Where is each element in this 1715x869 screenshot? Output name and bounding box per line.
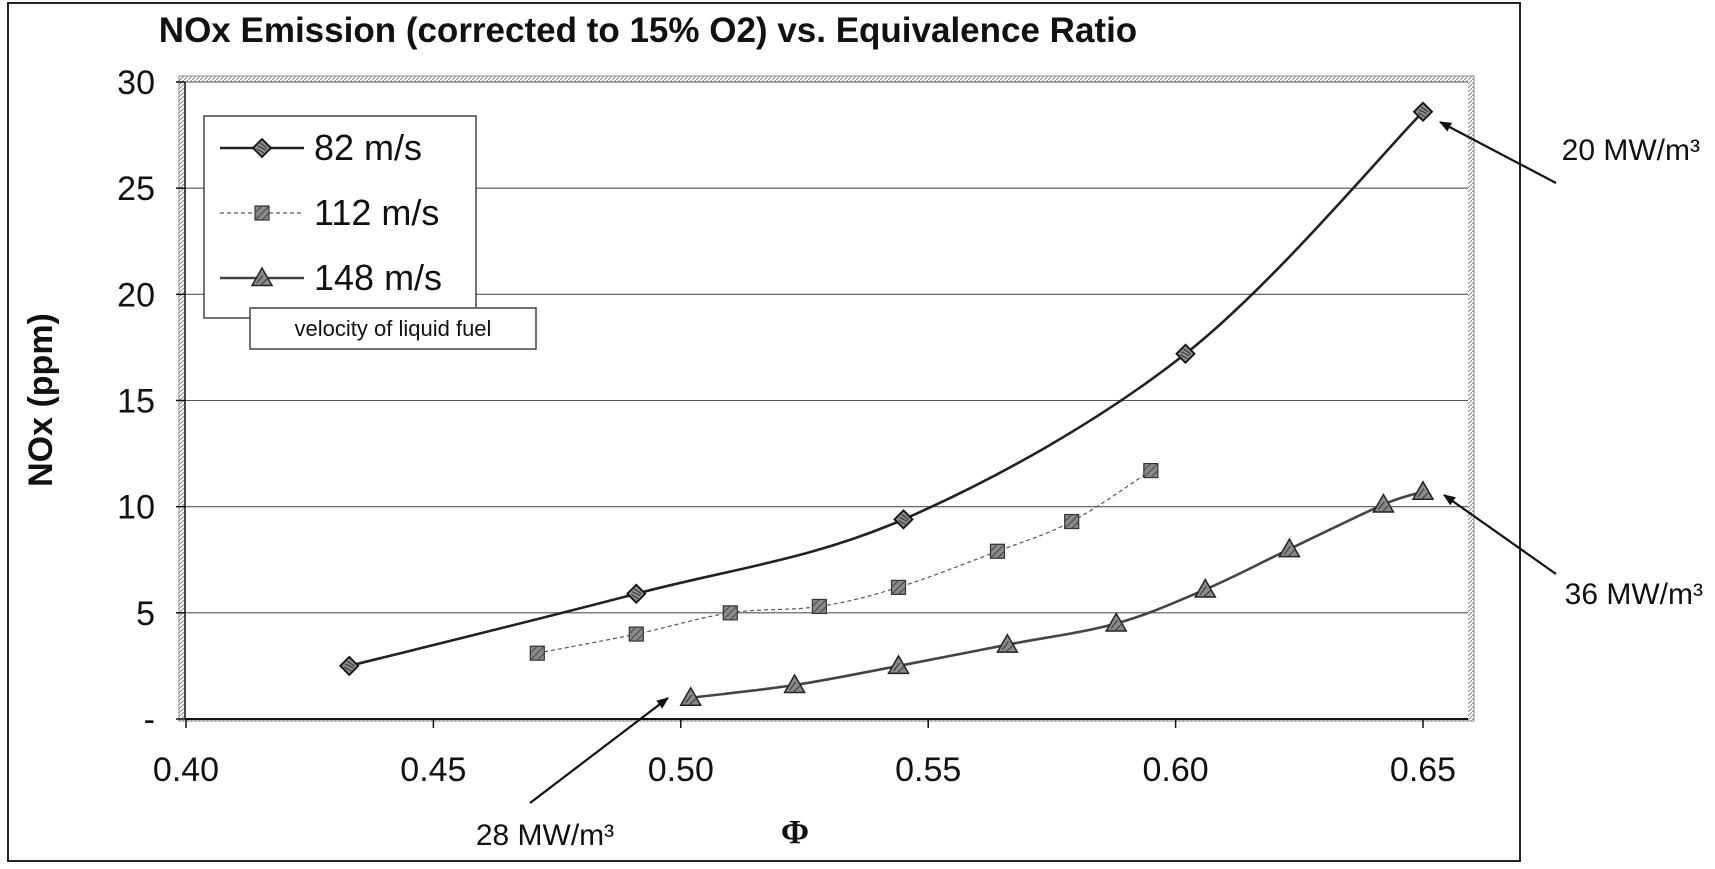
x-tick-label: 0.60 [1143,751,1209,789]
series-line [690,490,1424,700]
legend-entry: 82 m/s [220,127,422,168]
marker-hatch [811,599,827,614]
marker-hatch [1001,641,1013,653]
series-3 [679,480,1435,707]
legend-label: 82 m/s [314,127,422,168]
marker-hatch [685,694,697,706]
annotation-label: 28 MW/m³ [476,819,614,852]
marker-hatch [256,142,268,154]
annotation-arrow [529,697,669,804]
legend-box [203,115,477,319]
marker-hatch [1378,501,1389,512]
legend-title-box [249,307,537,350]
series-1 [339,101,1434,677]
data-point [1193,577,1217,598]
data-point [989,543,1006,559]
marker-hatch [256,274,268,286]
marker-hatch [893,662,904,674]
annotation-arrow [1443,494,1557,575]
marker-hatch [1284,545,1295,557]
data-point [1372,493,1395,513]
y-tick-label: 10 [117,489,155,527]
data-point [628,626,644,642]
data-point [811,598,827,615]
marker-hatch [344,660,355,672]
data-point [893,509,914,530]
data-point [339,655,360,677]
axes: - 5 10 15 20 25 30 0.40 0.45 0.50 0.55 0.60 0.65 [117,64,1468,789]
marker-hatch [1180,348,1191,360]
annotation: 28 MW/m³ [476,697,669,852]
series-line [348,110,1424,668]
x-tick-label: 0.50 [648,751,714,789]
marker-hatch [1417,106,1429,118]
legend-marker [250,266,274,287]
x-tick-label: 0.55 [895,751,961,789]
y-tick-label: 5 [136,595,155,633]
marker-hatch [722,605,738,621]
marker-hatch [1143,463,1159,478]
legend-label: 112 m/s [314,192,439,233]
y-axis-title: NOx (ppm) [22,313,60,487]
y-tick-label: 25 [117,170,155,208]
x-tick-label: 0.65 [1390,751,1456,789]
marker-hatch [1417,488,1429,500]
series-2 [529,462,1159,661]
data-point [1278,537,1301,558]
chart-title: NOx Emission (corrected to 15% O2) vs. E… [159,11,1137,50]
data-point [679,686,702,707]
marker-hatch [1199,586,1211,597]
x-tick-label: 0.45 [400,751,466,789]
data-point [996,633,1019,653]
legend-entries: 82 m/s 112 m/s 148 m/s [220,127,442,298]
legend-label: 148 m/s [314,257,442,298]
legend-marker [251,137,273,159]
marker-hatch [628,626,644,642]
marker-hatch [990,543,1005,559]
data-point [529,645,545,661]
marker-hatch [789,681,800,693]
data-point [783,673,806,694]
data-point [722,605,738,621]
y-tick-label: 20 [117,276,155,314]
marker-hatch [631,588,642,600]
legend-title: velocity of liquid fuel [295,316,492,341]
data-point [887,654,910,675]
legend-entry: 112 m/s [220,192,439,233]
legend-entry: 148 m/s [220,257,442,298]
annotations: 20 MW/m³ 36 MW/m³ 28 MW/m³ [476,121,1703,852]
x-axis-title: Φ [781,814,809,851]
annotation-label: 20 MW/m³ [1562,134,1700,167]
data-point [1411,480,1435,501]
annotation: 36 MW/m³ [1443,494,1703,611]
annotation-arrow [1439,121,1557,184]
data-point [1412,101,1434,122]
marker-hatch [1064,514,1080,529]
y-tick-label: - [144,701,155,739]
data-point [1175,343,1196,365]
marker-hatch [529,645,545,661]
data-point [890,579,907,595]
marker-hatch [1110,620,1122,631]
marker-hatch [891,579,906,595]
x-tick-label: 0.40 [153,751,219,789]
marker-hatch [254,205,270,221]
series-line [537,470,1152,654]
series-group [339,101,1435,707]
data-point [1064,513,1080,530]
y-tick-label: 30 [117,64,155,102]
marker-hatch [898,514,909,525]
annotation: 20 MW/m³ [1439,121,1700,184]
data-point [625,583,647,604]
legend-marker [254,205,270,221]
y-tick-label: 15 [117,383,155,421]
data-point [1143,462,1159,479]
legend: 82 m/s 112 m/s 148 m/s velocity of liquid … [203,115,537,350]
annotation-label: 36 MW/m³ [1565,578,1703,611]
data-point [1104,611,1128,632]
